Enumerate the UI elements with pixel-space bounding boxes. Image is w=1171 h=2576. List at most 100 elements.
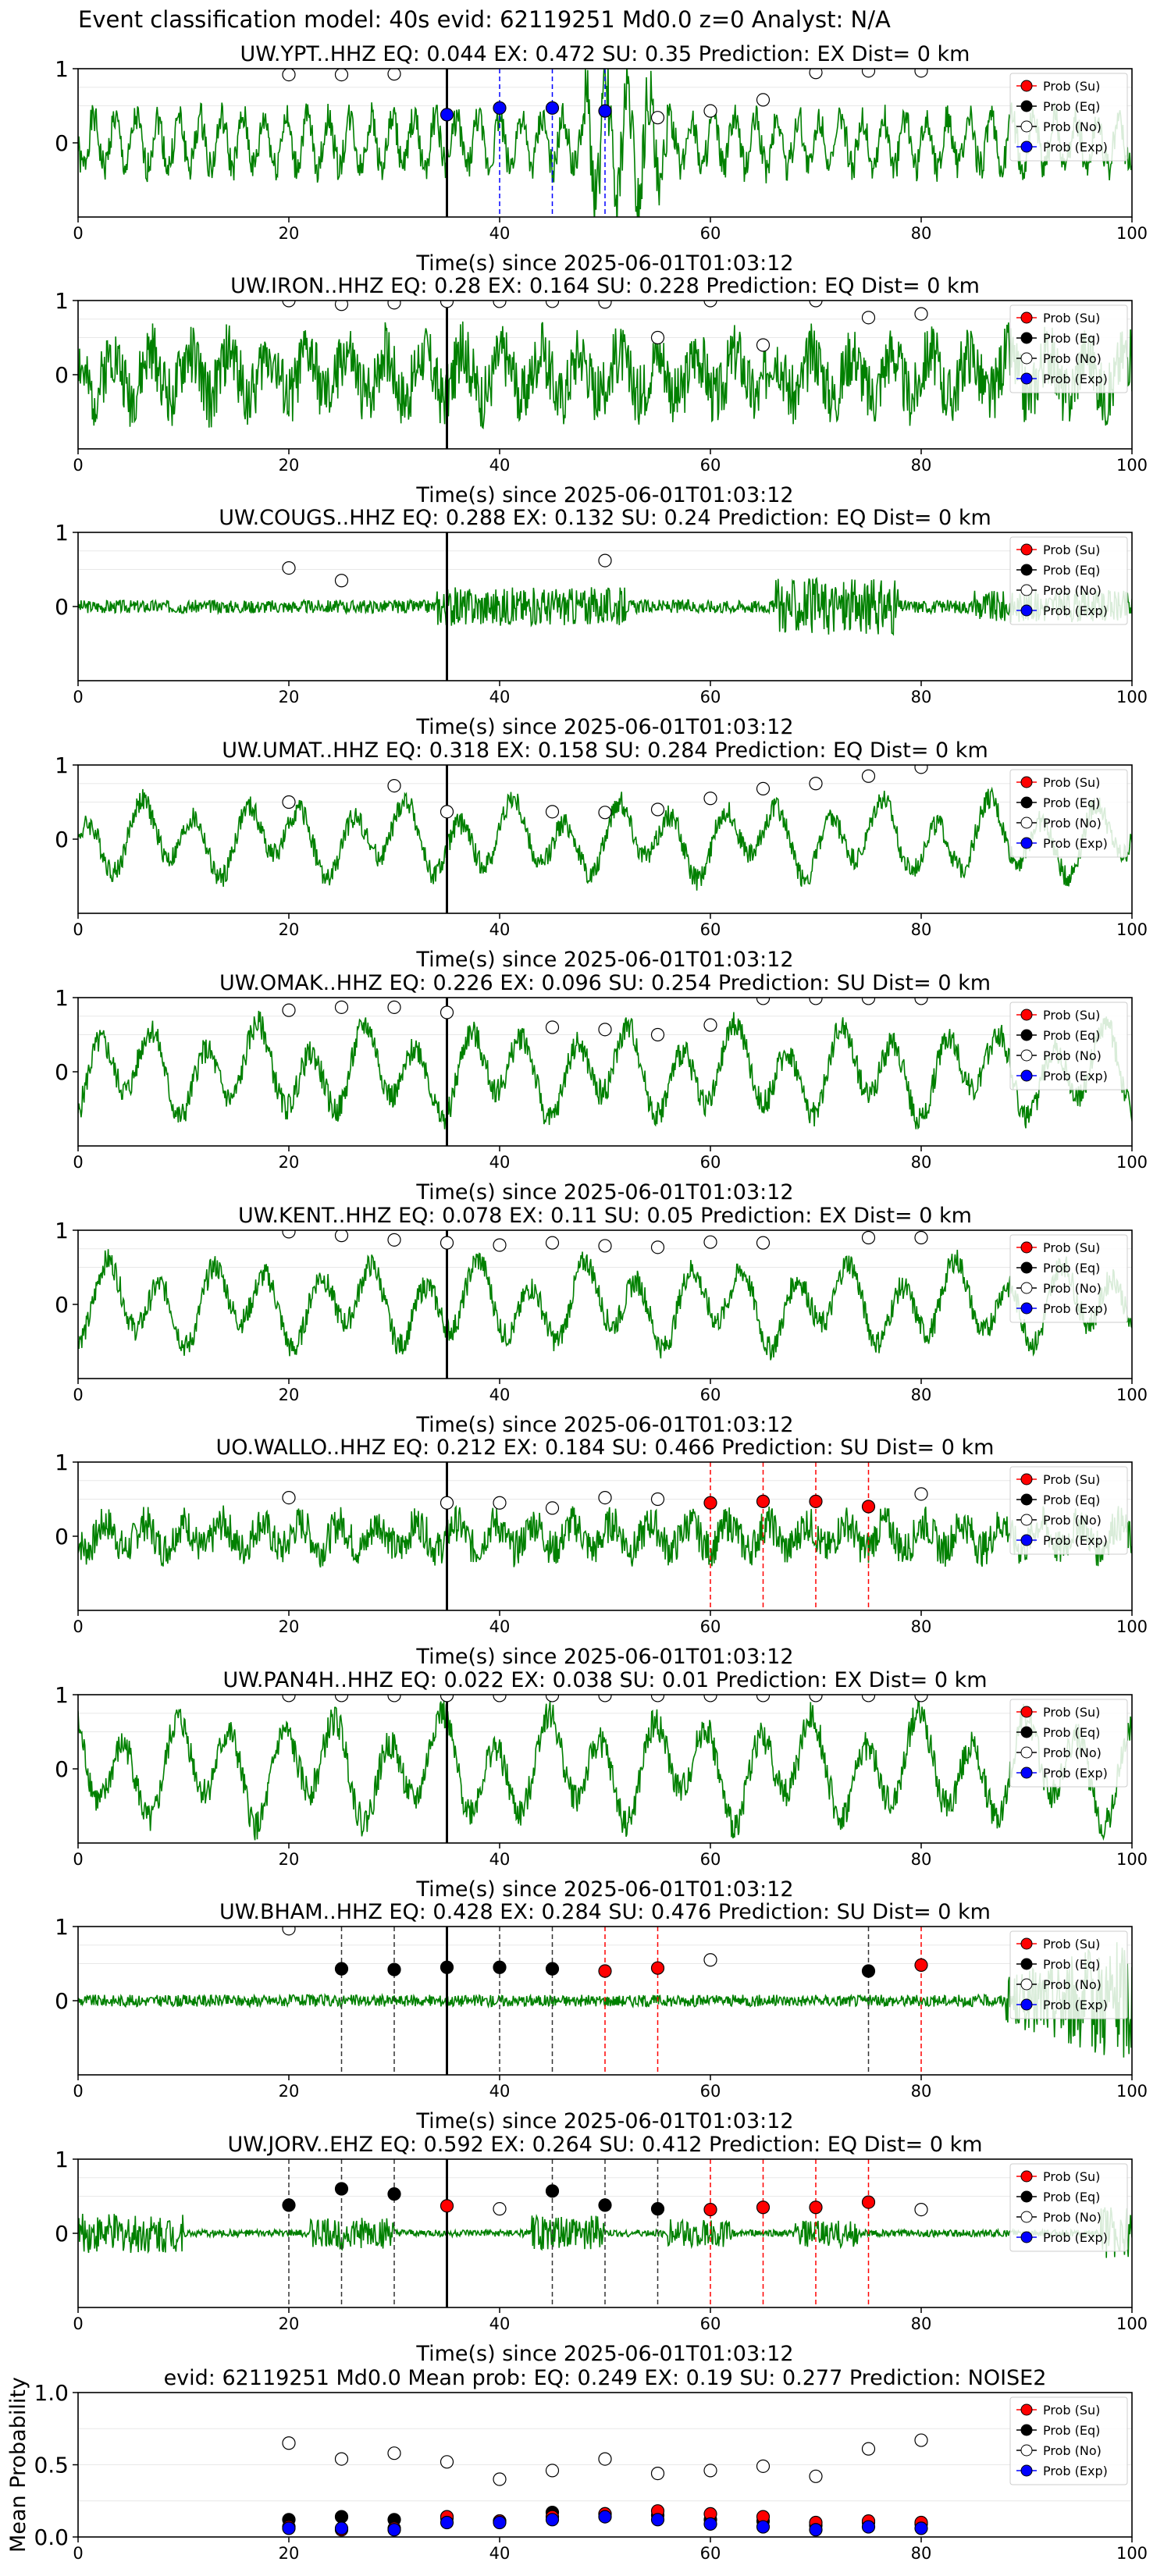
x-tick-label: 100 <box>1116 688 1148 706</box>
x-tick-label: 0 <box>73 2544 83 2563</box>
legend-marker-no <box>1020 2444 1033 2457</box>
legend-box <box>1009 1234 1128 1323</box>
mean-prob-point-no <box>334 2452 349 2466</box>
x-tick-label: 0 <box>73 920 83 939</box>
legend-marker-su <box>1020 776 1033 788</box>
x-tick-label: 20 <box>279 1153 300 1172</box>
legend-marker-exp <box>1020 1998 1033 2011</box>
x-tick-label: 20 <box>279 688 300 706</box>
mean-prob-point-exp <box>545 2513 560 2527</box>
legend-label-su: Prob (Su) <box>1043 2169 1100 2184</box>
x-tick-label: 100 <box>1116 456 1148 475</box>
legend-label-eq: Prob (Eq) <box>1043 1725 1100 1740</box>
x-tick-label: 80 <box>911 1153 932 1172</box>
legend-marker-su <box>1020 80 1033 92</box>
mean-prob-point-exp <box>809 2523 823 2537</box>
panel-title: UW.UMAT..HHZ EQ: 0.318 EX: 0.158 SU: 0.2… <box>222 738 988 763</box>
panel-title: UW.JORV..EHZ EQ: 0.592 EX: 0.264 SU: 0.4… <box>227 2133 982 2157</box>
legend-box <box>1009 1930 1128 2019</box>
chart-panel-3: UW.UMAT..HHZ EQ: 0.318 EX: 0.158 SU: 0.2… <box>55 738 1148 972</box>
legend-marker-eq <box>1020 564 1033 576</box>
panel-title: UW.COUGS..HHZ EQ: 0.288 EX: 0.132 SU: 0.… <box>219 506 991 530</box>
x-tick-label: 60 <box>700 456 721 475</box>
legend-label-no: Prob (No) <box>1043 1513 1102 1528</box>
prob-marker-no <box>703 792 717 806</box>
legend-marker-exp <box>1020 1069 1033 1082</box>
x-tick-label: 20 <box>279 456 300 475</box>
legend-marker-no <box>1020 1514 1033 1526</box>
prob-marker-no <box>598 1490 612 1505</box>
mean-prob-point-no <box>545 2464 560 2478</box>
prob-marker-no <box>598 301 612 309</box>
x-tick-label: 20 <box>279 1386 300 1404</box>
legend-marker-eq <box>1020 1726 1033 1738</box>
prob-marker-no <box>493 1238 507 1252</box>
legend-marker-exp <box>1020 837 1033 849</box>
prob-marker-no <box>493 301 507 308</box>
x-tick-label: 40 <box>489 2082 511 2101</box>
x-tick-label: 0 <box>73 2082 83 2101</box>
prob-marker-no <box>334 574 349 588</box>
legend-marker-su <box>1020 543 1033 556</box>
legend-label-no: Prob (No) <box>1043 119 1102 134</box>
legend-label-no: Prob (No) <box>1043 1281 1102 1296</box>
x-tick-label: 20 <box>279 1850 300 1869</box>
prob-marker-no <box>703 1018 717 1032</box>
legend-marker-exp <box>1020 2464 1033 2477</box>
x-tick-label: 40 <box>489 224 511 243</box>
panel-title: UW.PAN4H..HHZ EQ: 0.022 EX: 0.038 SU: 0.… <box>222 1668 987 1692</box>
y-tick-label: 1 <box>55 1914 69 1940</box>
legend-marker-su <box>1020 1241 1033 1254</box>
prob-marker-no <box>809 1695 823 1703</box>
chart-panel-6: UO.WALLO..HHZ EQ: 0.212 EX: 0.184 SU: 0.… <box>55 1436 1148 1669</box>
prob-marker-no <box>545 1501 560 1515</box>
prob-marker-no <box>387 1233 401 1247</box>
x-tick-label: 20 <box>279 2544 300 2563</box>
x-tick-label: 0 <box>73 1617 83 1636</box>
legend-label-eq: Prob (Eq) <box>1043 1957 1100 1972</box>
mean-prob-point-no <box>914 2433 928 2447</box>
prob-marker-no <box>703 301 717 308</box>
legend-marker-exp <box>1020 1302 1033 1315</box>
chart-panel-9: UW.JORV..EHZ EQ: 0.592 EX: 0.264 SU: 0.4… <box>55 2133 1148 2366</box>
prob-marker-no <box>861 69 876 78</box>
prob-marker-eq <box>861 1964 876 1978</box>
x-tick-label: 60 <box>700 1386 721 1404</box>
prob-marker-no <box>334 69 349 82</box>
prob-marker-no <box>650 1240 665 1254</box>
prob-marker-no <box>914 69 928 78</box>
legend-marker-su <box>1020 2170 1033 2183</box>
legend-label-su: Prob (Su) <box>1043 1705 1100 1720</box>
legend-marker-no <box>1020 120 1033 133</box>
x-axis-label: Time(s) since 2025-06-01T01:03:12 <box>415 715 793 739</box>
prob-marker-su <box>756 2201 771 2215</box>
x-tick-label: 100 <box>1116 1850 1148 1869</box>
panel-title: UO.WALLO..HHZ EQ: 0.212 EX: 0.184 SU: 0.… <box>216 1436 995 1460</box>
legend-label-exp: Prob (Exp) <box>1043 603 1108 618</box>
prob-marker-no <box>914 1695 928 1703</box>
legend-marker-su <box>1020 1009 1033 1021</box>
chart-panel-10: evid: 62119251 Md0.0 Mean prob: EQ: 0.24… <box>6 2366 1148 2563</box>
waveform-trace <box>78 1249 1132 1361</box>
prob-marker-no <box>545 805 560 819</box>
prob-marker-no <box>387 1000 401 1014</box>
x-tick-label: 80 <box>911 1386 932 1404</box>
y-tick-label: 1 <box>55 1218 69 1244</box>
x-tick-label: 60 <box>700 688 721 706</box>
prob-marker-no <box>282 301 296 308</box>
chart-panel-4: UW.OMAK..HHZ EQ: 0.226 EX: 0.096 SU: 0.2… <box>55 971 1148 1204</box>
prob-marker-no <box>598 1239 612 1253</box>
x-tick-label: 0 <box>73 1850 83 1869</box>
prob-marker-no <box>440 1496 454 1510</box>
x-axis-label: Time(s) since 2025-06-01T01:03:12 <box>415 948 793 972</box>
legend-label-su: Prob (Su) <box>1043 1240 1100 1255</box>
prob-marker-no <box>545 301 560 308</box>
mean-prob-point-exp <box>650 2513 665 2527</box>
mean-prob-point-exp <box>282 2521 296 2535</box>
chart-panel-2: UW.COUGS..HHZ EQ: 0.288 EX: 0.132 SU: 0.… <box>55 506 1148 739</box>
chart-panel-8: UW.BHAM..HHZ EQ: 0.428 EX: 0.284 SU: 0.4… <box>55 1900 1148 2133</box>
x-tick-label: 60 <box>700 1153 721 1172</box>
legend-marker-no <box>1020 1049 1033 1062</box>
legend-label-eq: Prob (Eq) <box>1043 1493 1100 1507</box>
